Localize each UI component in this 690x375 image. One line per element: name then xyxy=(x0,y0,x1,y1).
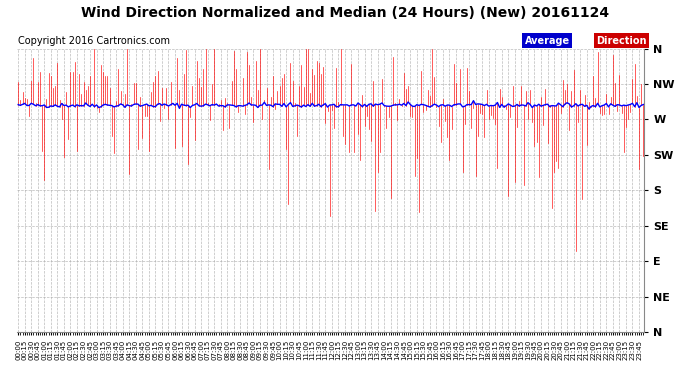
Text: Average: Average xyxy=(524,36,570,46)
Text: Wind Direction Normalized and Median (24 Hours) (New) 20161124: Wind Direction Normalized and Median (24… xyxy=(81,6,609,20)
Text: Copyright 2016 Cartronics.com: Copyright 2016 Cartronics.com xyxy=(19,36,170,46)
Text: Direction: Direction xyxy=(596,36,647,46)
